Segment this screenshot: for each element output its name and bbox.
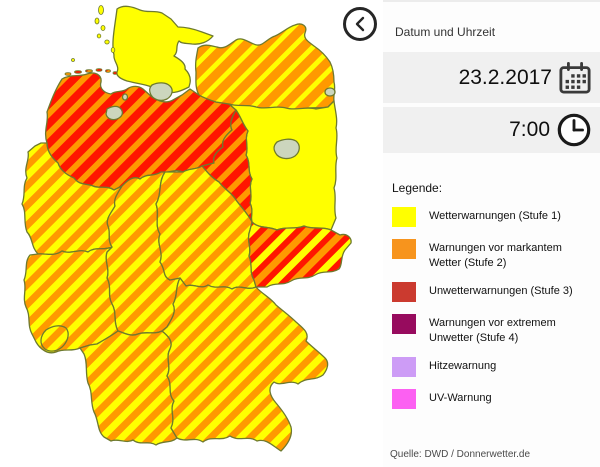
state-bayern[interactable] [161,277,329,452]
time-field[interactable]: 7:00 [383,107,600,153]
state-bremen[interactable] [105,105,124,121]
date-field[interactable]: 23.2.2017 [383,52,600,103]
legend-swatch-stufe4 [392,314,416,335]
legend-label-stufe1: Wetterwarnungen (Stufe 1) [429,210,561,222]
legend-item-stufe2: Warnungen vor markantem Wetter (Stufe 2) [392,239,600,270]
legend-swatch-stufe1 [392,207,416,227]
legend-label-stufe3: Unwetterwarnungen (Stufe 3) [429,285,573,298]
legend-swatch-stufe3 [392,282,416,303]
legend-swatch-hitze [392,357,416,378]
east-frisian-islands [64,68,118,76]
side-panel: Datum und Uhrzeit 23.2.2017 7:00 [383,0,600,467]
legend-item-stufe4: Warnungen vor extremem Unwetter (Stufe 4… [392,314,600,345]
state-saarland[interactable] [40,325,69,352]
date-value: 23.2.2017 [458,65,552,89]
germany-map-svg [21,5,352,452]
legend-item-uv: UV-Warnung [392,389,600,410]
legend: Wetterwarnungen (Stufe 1) Warnungen vor … [383,207,600,410]
clock-icon [557,113,591,147]
state-schleswig-holstein[interactable] [112,5,214,94]
north-frisian-islands [71,5,116,62]
states-group [21,5,352,452]
calendar-icon [559,61,591,94]
legend-label-uv: UV-Warnung [429,392,492,405]
state-sachsen[interactable] [247,221,352,288]
state-bremen-bremerhaven[interactable] [121,93,129,101]
legend-label-stufe2: Warnungen vor markantem Wetter (Stufe 2) [429,242,562,269]
state-hamburg[interactable] [148,82,173,102]
legend-swatch-stufe2 [392,239,416,259]
legend-label-hitze: Hitzewarnung [429,360,497,373]
chevron-left-icon [355,16,365,32]
state-rheinland-pfalz[interactable] [23,246,119,354]
legend-label-stufe4: Warnungen vor extremem Unwetter (Stufe 4… [429,317,556,344]
lagoon-stettiner-haff [324,87,336,97]
legend-title: Legende: [392,181,443,195]
back-button[interactable] [343,7,377,41]
source-credit: Quelle: DWD / Donnerwetter.de [390,449,531,460]
time-value: 7:00 [509,118,550,141]
legend-item-hitze: Hitzewarnung [392,357,600,378]
state-baden-wuerttemberg[interactable] [79,330,178,446]
state-berlin[interactable] [273,138,300,160]
state-mecklenburg-vorpommern[interactable] [194,23,336,112]
germany-warning-map [21,5,352,452]
calendar-dots [565,73,586,89]
legend-item-stufe1: Wetterwarnungen (Stufe 1) [392,207,600,227]
panel-title: Datum und Uhrzeit [395,25,496,39]
legend-item-stufe3: Unwetterwarnungen (Stufe 3) [392,282,600,303]
legend-swatch-uv [392,389,416,410]
